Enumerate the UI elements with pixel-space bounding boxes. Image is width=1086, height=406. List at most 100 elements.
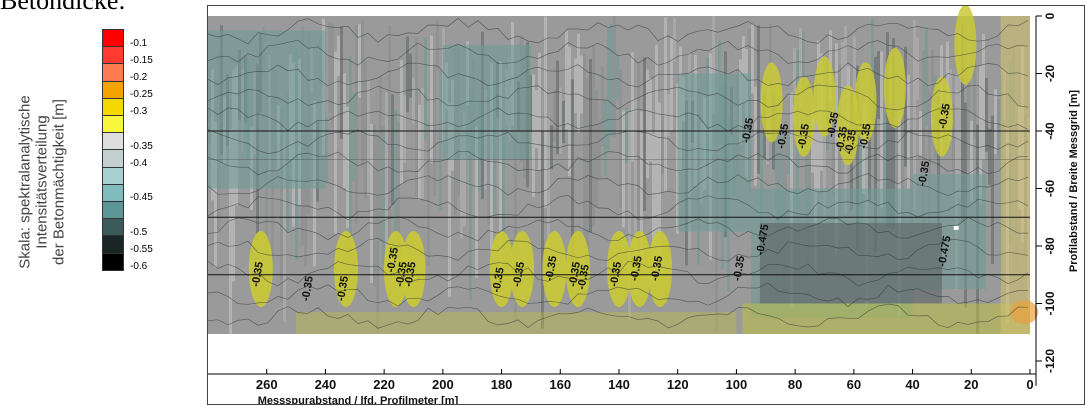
heatmap-streak — [913, 20, 916, 210]
heatmap-yellow-blob — [627, 231, 652, 307]
heatmap-streak — [904, 46, 907, 167]
x-tick-label: 0 — [1026, 377, 1033, 392]
contour-label: -0.35 — [608, 261, 624, 288]
colorbar-swatch — [102, 149, 124, 168]
heatmap-streak — [556, 60, 559, 155]
heatmap-streak — [547, 117, 550, 293]
heatmap-contour-line — [208, 84, 1029, 111]
y-tick-label: 0 — [1043, 12, 1057, 19]
heatmap-contour-line — [208, 150, 1029, 176]
y-axis-label: Profilabstand / Breite Messgrid [m] — [1068, 90, 1080, 272]
heatmap-streak — [979, 66, 982, 204]
heatmap-streak — [568, 46, 571, 177]
x-tick-label: 180 — [491, 377, 513, 392]
x-axis-label: Messspurabstand / lfd. Profilmeter [m] — [258, 395, 459, 404]
heatmap-streak — [514, 133, 517, 320]
contour-label: -0.475 — [754, 223, 771, 256]
colorbar-swatch — [102, 218, 124, 237]
heatmap-streak — [433, 64, 436, 197]
heatmap-streak — [871, 18, 874, 121]
colorbar-tick-label: -0.4 — [130, 158, 148, 169]
heatmap-contour-line — [208, 261, 1029, 287]
heatmap-streak — [598, 119, 601, 180]
contour-label: -0.35 — [825, 111, 841, 138]
colorbar-swatch — [102, 166, 124, 185]
heatmap-streak — [961, 23, 964, 223]
heatmap-streak — [337, 35, 340, 76]
heatmap-streak — [982, 33, 985, 160]
heatmap-streak — [892, 37, 895, 230]
heatmap-streak — [997, 98, 1000, 160]
colorbar-tick-label: -0.2 — [130, 72, 148, 83]
heatmap-streak — [676, 83, 679, 234]
heatmap-yellow-blob — [510, 231, 535, 307]
heatmap-streak — [565, 30, 568, 130]
colorbar-tick-label: -0.45 — [130, 192, 153, 204]
heatmap-contour-line — [208, 238, 1029, 262]
heatmap-yellow-blob — [836, 85, 859, 166]
heatmap-streak — [361, 19, 364, 168]
heatmap-contour-line — [208, 17, 1029, 45]
colorbar-title-line-2: Intensitätsverteilung — [33, 115, 51, 249]
heatmap-streak — [364, 61, 367, 199]
heatmap-streak — [985, 78, 988, 152]
heatmap-streak — [475, 126, 478, 278]
contour-label: -0.35 — [543, 255, 559, 282]
heatmap-streak — [994, 89, 997, 154]
contour-label: -0.35 — [511, 261, 527, 288]
heatmap-streak — [391, 94, 394, 205]
heatmap-streak — [604, 99, 607, 176]
heatmap-frame: 260 240 220 200 180 160 140 120 100 80 60 40 20 0 0 -20… — [207, 5, 1085, 405]
heatmap-streak — [625, 107, 628, 163]
heatmap-yellow-blob — [760, 62, 783, 143]
colorbar-swatch — [102, 132, 124, 151]
contour-label: -0.35 — [649, 255, 665, 282]
heatmap-contour-line — [208, 216, 1028, 242]
heatmap-streak — [991, 115, 994, 264]
plot-white-band — [208, 334, 1084, 404]
contour-label: -0.35 — [843, 129, 859, 156]
heatmap-streak — [430, 35, 433, 163]
heatmap-streak — [751, 24, 754, 94]
heatmap-yellow-blob — [489, 231, 514, 307]
heatmap-streak — [331, 23, 334, 128]
heatmap-streak — [877, 51, 880, 120]
heatmap-streak — [502, 126, 505, 248]
heatmap-streak — [469, 86, 472, 301]
heatmap-streak — [808, 80, 811, 243]
heatmap-streak — [436, 19, 439, 71]
heatmap-yellow-blob — [401, 231, 426, 307]
heatmap-streak — [403, 95, 406, 163]
y-tick-label: -60 — [1043, 180, 1057, 198]
colorbar-tick-label: -0.55 — [130, 244, 153, 255]
heatmap-streak — [919, 110, 922, 156]
heatmap-yellow-blob — [854, 62, 877, 143]
heatmap-streak — [370, 123, 373, 284]
heatmap-streak — [280, 107, 283, 303]
contour-label: -0.35 — [796, 123, 812, 150]
y-tick-label: -120 — [1043, 349, 1057, 373]
heatmap-yellow-blob — [248, 231, 273, 307]
colorbar-swatch — [102, 252, 124, 271]
contour-label: -0.35 — [629, 255, 645, 282]
heatmap-streak — [400, 60, 403, 185]
heatmap-streak — [712, 16, 715, 114]
heatmap-streak — [610, 24, 613, 136]
heatmap-streak — [916, 37, 919, 100]
heatmap-streak — [880, 51, 883, 208]
heatmap-streak — [637, 62, 640, 245]
heatmap-streak — [970, 120, 973, 202]
heatmap-streak — [889, 111, 892, 228]
heatmap-streak — [619, 69, 622, 209]
heatmap-streak — [613, 16, 616, 138]
heatmap-yellow-blob — [607, 231, 631, 307]
heatmap-streak — [643, 57, 646, 211]
heatmap-streak — [574, 58, 577, 114]
heatmap-yellow-blob — [954, 6, 977, 85]
heatmap-streak — [895, 100, 898, 238]
y-tick-label: -100 — [1043, 291, 1057, 315]
contour-label: -0.475 — [936, 235, 953, 268]
contour-label: -0.35 — [300, 275, 316, 302]
heatmap-streak — [412, 77, 415, 125]
heatmap-streak — [358, 24, 361, 98]
